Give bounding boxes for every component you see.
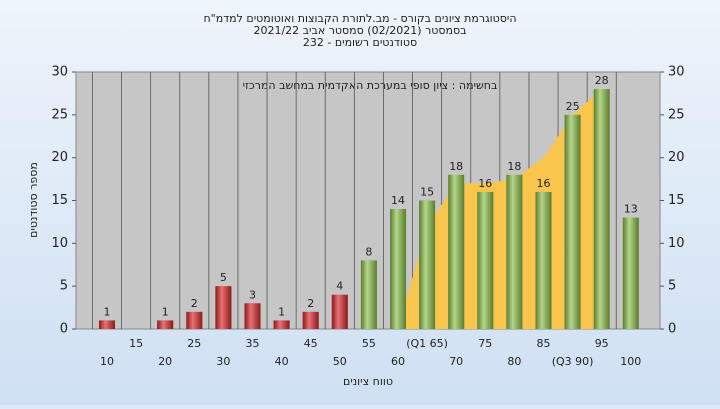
x-tick-label: 30 [216,355,230,368]
bar-shade [506,174,523,329]
y2-tick-label: 20 [668,150,685,165]
data-label: 18 [507,160,521,173]
bar-shade [360,260,377,329]
x-tick-label: 70 [449,355,463,368]
x-tick-label: (Q1 65) [406,337,448,350]
data-label: 18 [449,160,463,173]
data-label: 1 [104,305,111,318]
annotation: בחשימה : ציון סופי במערכת האקדמית במחשב … [243,79,498,92]
y-tick-label: 30 [51,65,68,80]
data-label: 2 [307,297,314,310]
x-tick-label: (Q3 90) [552,355,594,368]
bar-shade [622,217,639,329]
data-label: 3 [249,288,256,301]
y-tick-label: 10 [51,236,68,251]
data-label: 13 [624,203,638,216]
x-tick-label: 75 [478,337,492,350]
data-label: 14 [391,194,405,207]
bar-shade [419,200,436,329]
data-label: 15 [420,186,434,199]
bar-shade [564,114,581,329]
x-tick-label: 40 [275,355,289,368]
data-label: 1 [278,305,285,318]
chart-title: היסטוגרמת ציונים בקורס - מב.לתורת הקבוצו… [203,12,516,25]
bar-shade [535,191,552,329]
x-tick-label: 85 [537,337,551,350]
bar-shade [186,311,203,329]
x-tick-label: 50 [333,355,347,368]
data-label: 5 [220,271,227,284]
y2-tick-label: 0 [668,322,676,337]
x-tick-label: 95 [595,337,609,350]
y-tick-label: 0 [60,322,68,337]
y2-tick-label: 10 [668,236,685,251]
x-tick-label: 80 [507,355,521,368]
bar-shade [331,294,348,329]
x-tick-label: 15 [129,337,143,350]
chart-subtitle: סטודנטים רשומים - 232 [303,36,417,49]
data-label: 16 [478,177,492,190]
y2-tick-label: 15 [668,193,685,208]
data-label: 4 [336,280,343,293]
data-label: 8 [365,245,372,258]
x-tick-label: 100 [620,355,641,368]
bar-shade [302,311,319,329]
data-label: 16 [537,177,551,190]
y-axis-label: מספר סטודנטים [27,162,40,238]
data-label: 28 [595,74,609,87]
x-tick-label: 35 [246,337,260,350]
y-tick-label: 20 [51,150,68,165]
bar-shade [477,191,494,329]
y-tick-label: 25 [51,107,68,122]
x-tick-label: 20 [158,355,172,368]
y-tick-label: 15 [51,193,68,208]
x-tick-label: 60 [391,355,405,368]
bar-shade [593,89,610,329]
chart-subtitle: בסמסטר (02/2021) סמסטר אביב 2021/22 [253,24,466,37]
y2-tick-label: 5 [668,279,676,294]
x-tick-label: 10 [100,355,114,368]
bar-shade [244,303,261,329]
bar-shade [99,320,115,329]
y2-tick-label: 25 [668,107,685,122]
data-label: 25 [566,100,580,113]
data-label: 2 [191,297,198,310]
x-tick-label: 25 [187,337,201,350]
x-tick-label: 55 [362,337,376,350]
bar-shade [390,209,406,329]
data-label: 1 [162,305,169,318]
x-axis-label: טווח ציונים [343,375,393,388]
y-tick-label: 5 [60,279,68,294]
y2-tick-label: 30 [668,65,685,80]
bar-shade [157,320,174,329]
x-tick-label: 45 [304,337,318,350]
bar-shade [215,286,232,329]
bar-shade [448,174,465,329]
bar-shade [273,320,290,329]
